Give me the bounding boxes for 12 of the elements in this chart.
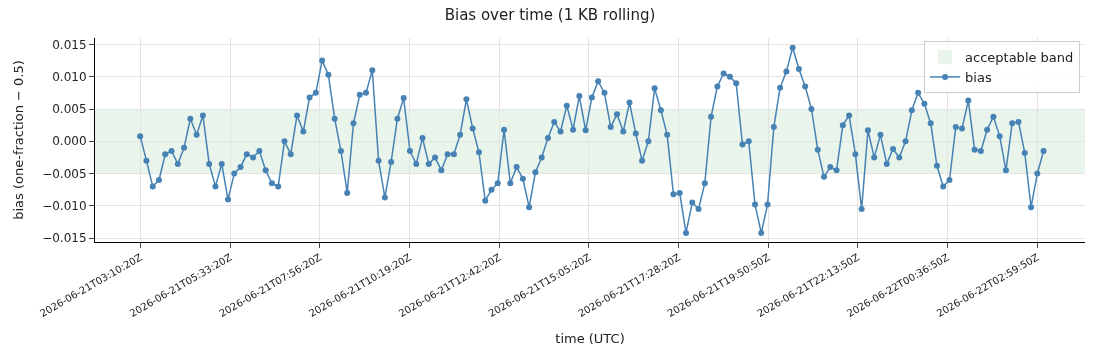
chart-title: Bias over time (1 KB rolling) (444, 5, 656, 24)
x-axis-title: time (UTC) (555, 330, 625, 346)
y-tick-label: −0.010 (42, 199, 87, 214)
y-tick-label: −0.015 (42, 231, 87, 246)
y-tick-label: 0.015 (52, 37, 87, 52)
legend-label: acceptable band (965, 50, 1074, 66)
y-tick-label: 0.005 (52, 102, 87, 117)
y-axis-title: bias (one-fraction − 0.5) (11, 60, 27, 220)
y-tick-label: 0.000 (52, 134, 87, 149)
y-tick-label: −0.005 (42, 166, 87, 181)
legend-label: bias (965, 69, 992, 85)
y-tick-label: 0.010 (52, 69, 87, 84)
